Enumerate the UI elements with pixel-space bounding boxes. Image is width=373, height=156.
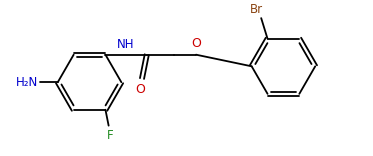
Text: O: O	[135, 83, 145, 96]
Text: O: O	[191, 37, 201, 50]
Text: F: F	[107, 129, 113, 142]
Text: Br: Br	[250, 3, 263, 16]
Text: H₂N: H₂N	[16, 76, 38, 89]
Text: NH: NH	[117, 38, 135, 51]
